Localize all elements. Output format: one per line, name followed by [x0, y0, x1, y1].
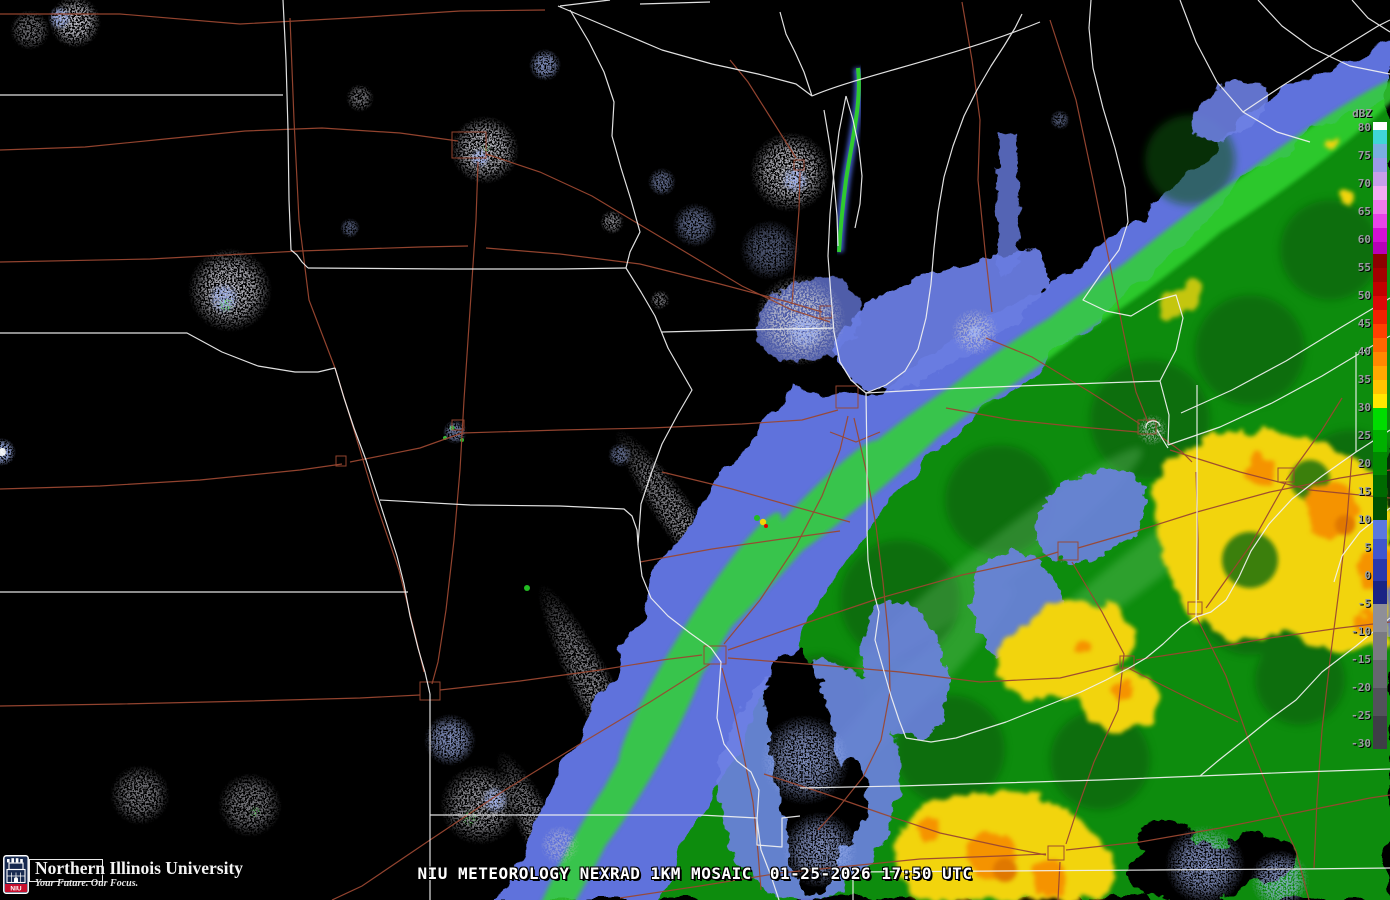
colorbar-segment [1373, 687, 1387, 716]
caption-product: NIU METEOROLOGY NEXRAD 1KM MOSAIC [417, 864, 752, 883]
colorbar-tick-label: -5 [1357, 596, 1371, 610]
colorbar-segment [1373, 253, 1387, 268]
colorbar-tick-label: 65 [1357, 204, 1371, 218]
colorbar-segment [1373, 452, 1387, 475]
colorbar-tick-label: 0 [1364, 568, 1371, 582]
colorbar-segment [1373, 581, 1387, 604]
reflectivity-colorbar [1373, 122, 1387, 750]
colorbar-tick-label: 60 [1357, 232, 1371, 246]
colorbar-tick-label: 75 [1357, 148, 1371, 162]
colorbar-segment [1373, 122, 1387, 131]
colorbar-tick-label: -10 [1351, 624, 1371, 638]
colorbar-tick-label: 40 [1357, 344, 1371, 358]
colorbar-segment [1373, 281, 1387, 296]
colorbar-segment [1373, 365, 1387, 380]
colorbar-segment [1373, 337, 1387, 352]
colorbar-segment [1373, 659, 1387, 688]
colorbar-segment [1373, 603, 1387, 632]
colorbar-segment [1373, 474, 1387, 498]
colorbar-tick-label: 20 [1357, 456, 1371, 470]
colorbar-tick-label: -20 [1351, 680, 1371, 694]
colorbar-segment [1373, 228, 1387, 243]
colorbar-segment [1373, 130, 1387, 145]
caption-timestamp: 01-25-2026 17:50 UTC [769, 864, 973, 883]
colorbar-segment [1373, 186, 1387, 201]
colorbar-segment [1373, 200, 1387, 215]
colorbar-tick-label: 70 [1357, 176, 1371, 190]
colorbar-tick-label: 25 [1357, 428, 1371, 442]
colorbar-tick-label: 50 [1357, 288, 1371, 302]
logo-frame [29, 859, 103, 882]
colorbar-tick-label: -25 [1351, 708, 1371, 722]
niu-shield-icon: NIU [3, 855, 29, 894]
colorbar-segment [1373, 539, 1387, 559]
ground-clutter [0, 0, 1168, 865]
colorbar-segment [1373, 519, 1387, 540]
institution-name: Northern Illinois University [35, 858, 244, 878]
colorbar-tick-label: 30 [1357, 400, 1371, 414]
colorbar-segment [1373, 497, 1387, 520]
colorbar-segment [1373, 715, 1387, 750]
colorbar-segment [1373, 558, 1387, 582]
colorbar-segment [1373, 267, 1387, 282]
colorbar-tick-label: 55 [1357, 260, 1371, 274]
colorbar-tick-label: 35 [1357, 372, 1371, 386]
colorbar-labels: 80 75 70 65 60 55 50 45 40 35 30 25 20 15 10 5 0 -5 -10 -15… [1331, 0, 1371, 900]
colorbar-tick-label: 45 [1357, 316, 1371, 330]
colorbar-segment [1373, 309, 1387, 324]
colorbar-title: dBZ [1352, 107, 1372, 120]
colorbar-segment [1373, 407, 1387, 430]
colorbar-tick-label: -15 [1351, 652, 1371, 666]
colorbar-tick-label: 10 [1357, 512, 1371, 526]
colorbar-segment [1373, 429, 1387, 453]
niu-monogram: NIU [10, 886, 22, 893]
colorbar-tick-label: 15 [1357, 484, 1371, 498]
colorbar-segment [1373, 351, 1387, 366]
lake-effect-band [834, 67, 864, 253]
colorbar-segment [1373, 214, 1387, 229]
colorbar-segment [1373, 158, 1387, 173]
institution-tagline: Your Future. Our Focus. [35, 878, 139, 889]
colorbar-segment [1373, 631, 1387, 660]
colorbar-segment [1373, 144, 1387, 159]
colorbar-tick-label: 5 [1364, 540, 1371, 554]
colorbar-segment [1373, 393, 1387, 408]
product-caption: NIU METEOROLOGY NEXRAD 1KM MOSAIC 01-25-2… [0, 864, 1390, 883]
colorbar-segment [1373, 242, 1387, 254]
colorbar-segment [1373, 172, 1387, 187]
colorbar-segment [1373, 323, 1387, 338]
colorbar-segment [1373, 295, 1387, 310]
colorbar-tick-label: 80 [1357, 120, 1371, 134]
colorbar-segment [1373, 379, 1387, 394]
colorbar-tick-label: -30 [1351, 736, 1371, 750]
